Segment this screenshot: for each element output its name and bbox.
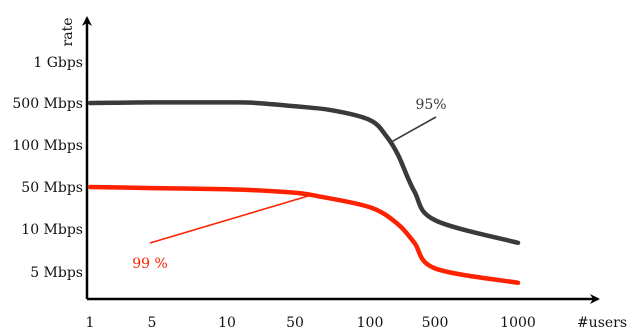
y-tick-label: 5 Mbps bbox=[30, 265, 83, 281]
x-tick-label: 500 bbox=[422, 315, 449, 331]
annotation-pointer bbox=[149, 194, 312, 244]
y-tick-label: 1 Gbps bbox=[33, 55, 83, 71]
x-tick-label: 10 bbox=[218, 315, 236, 331]
x-tick-label: 100 bbox=[357, 315, 384, 331]
x-tick-label: 1 bbox=[86, 315, 95, 331]
annotation-pointer bbox=[391, 116, 437, 143]
y-tick-label: 10 Mbps bbox=[21, 222, 83, 238]
y-tick-label: 100 Mbps bbox=[12, 138, 83, 154]
x-tick-label: 1000 bbox=[500, 315, 536, 331]
x-tick-label: 5 bbox=[148, 315, 157, 331]
y-tick-labels: 5 Mbps 10 Mbps 50 Mbps 100 Mbps 500 Mbps 1 Gb… bbox=[12, 55, 83, 281]
series-line bbox=[87, 100, 521, 246]
x-axis-title: #users bbox=[577, 315, 627, 331]
x-tick-label: 50 bbox=[286, 315, 304, 331]
series-line bbox=[87, 184, 521, 286]
x-tick-labels: 1 5 10 50 100 500 1000 bbox=[86, 315, 536, 331]
y-tick-label: 500 Mbps bbox=[12, 96, 83, 112]
y-axis-title: rate bbox=[60, 18, 76, 47]
series-annotation-label: 95% bbox=[415, 97, 446, 113]
series-annotation-label: 99 % bbox=[132, 256, 168, 272]
series-layer bbox=[87, 100, 521, 286]
y-tick-label: 50 Mbps bbox=[21, 180, 83, 196]
annotations: 95% 99 % bbox=[132, 97, 446, 272]
